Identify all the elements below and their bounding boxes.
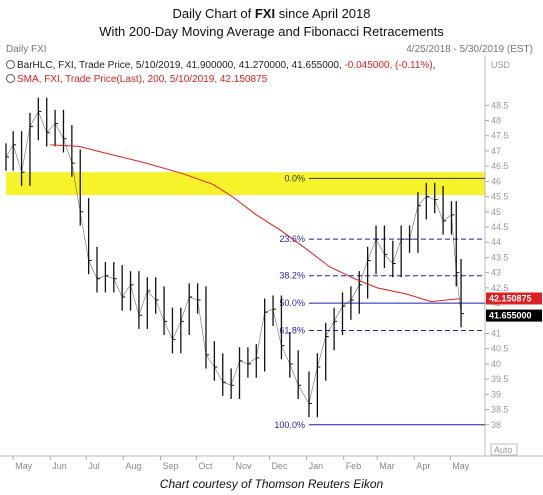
y-tick-label: 48.5 <box>491 100 509 110</box>
chart-subtitle: With 200-Day Moving Average and Fibonacc… <box>99 24 444 39</box>
y-tick-label: 38 <box>491 420 501 430</box>
sma-value-tag <box>486 292 542 305</box>
y-tick-label: 41 <box>491 329 501 339</box>
fib-label: 100.0% <box>274 420 305 430</box>
legend-toggle-icon[interactable] <box>6 74 15 83</box>
y-tick-label: 44 <box>491 237 501 247</box>
y-tick-label: 43.5 <box>491 252 509 262</box>
legend-sma-series[interactable]: SMA, FXI, Trade Price(Last), 200, 5/10/2… <box>6 74 267 85</box>
fib-label: 0.0% <box>284 173 305 183</box>
legend-bar-series[interactable]: BarHLC, FXI, Trade Price, 5/10/2019, 41.… <box>6 60 435 71</box>
x-month-label: Mar <box>379 461 395 471</box>
fib-label: 50.0% <box>279 298 305 308</box>
y-tick-label: 48 <box>491 116 501 126</box>
x-month-label: Jun <box>52 461 67 471</box>
x-month-label: May <box>15 461 33 471</box>
x-quarter-label: Q2 2019 <box>449 473 484 474</box>
y-tick-label: 44.5 <box>491 222 509 232</box>
x-quarter-label: Q4 2018 <box>232 473 267 474</box>
last-price-label: 41.655000 <box>489 311 532 321</box>
y-tick-label: 40 <box>491 359 501 369</box>
auto-scale-label: Auto <box>494 445 513 455</box>
legend-bar-change: -0.045000, (-0.11%) <box>344 60 433 71</box>
y-tick-label: 40.5 <box>491 344 509 354</box>
y-tick-label: 39 <box>491 389 501 399</box>
x-month-label: Sep <box>162 461 178 471</box>
chart-caption: Chart courtesy of Thomson Reuters Eikon <box>159 477 384 491</box>
x-month-label: Apr <box>416 461 430 471</box>
y-tick-label: 46 <box>491 176 501 186</box>
x-month-label: Feb <box>346 461 362 471</box>
auto-scale-button <box>490 443 518 456</box>
legend-bar-label: BarHLC, FXI, Trade Price, 5/10/2019, 41.… <box>17 60 345 71</box>
x-month-label: Dec <box>271 461 288 471</box>
y-tick-label: 45.5 <box>491 192 509 202</box>
y-tick-label: 46.5 <box>491 161 509 171</box>
date-range: 4/25/2018 - 5/30/2019 (EST) <box>406 44 533 55</box>
y-tick-label: 42.5 <box>491 283 509 293</box>
chart-title: Daily Chart of FXI since April 2018 <box>0 6 543 21</box>
x-month-label: May <box>452 461 470 471</box>
chart-title-suffix: since April 2018 <box>275 6 371 21</box>
y-tick-label: 45 <box>491 207 501 217</box>
legend-toggle-icon[interactable] <box>6 60 15 69</box>
y-tick-label: 38.5 <box>491 405 509 415</box>
highlight-band <box>6 172 485 196</box>
sma-value-label: 42.150875 <box>489 293 532 303</box>
fib-label: 61.8% <box>279 325 305 335</box>
y-tick-label: 43 <box>491 268 501 278</box>
y-tick-label: 47 <box>491 146 501 156</box>
chart-title-ticker: FXI <box>254 6 276 21</box>
sma-line <box>50 144 462 303</box>
y-unit-label: USD <box>491 60 511 70</box>
fib-label: 38.2% <box>279 271 305 281</box>
chart-title-prefix: Daily Chart of <box>172 6 255 21</box>
x-month-label: Jul <box>88 461 100 471</box>
panel-header: Daily FXI <box>6 44 47 55</box>
x-quarter-label: Q3 2018 <box>122 473 157 474</box>
price-path <box>5 110 462 405</box>
x-quarter-label: Q2 2018 <box>11 473 46 474</box>
y-tick-label: 47.5 <box>491 131 509 141</box>
legend-bar-tail: , <box>432 60 436 71</box>
last-price-tag <box>486 309 542 322</box>
x-month-label: Nov <box>236 461 253 471</box>
x-month-label: Jan <box>309 461 324 471</box>
legend-sma-label: SMA, FXI, Trade Price(Last), 200, 5/10/2… <box>17 74 268 85</box>
x-month-label: Oct <box>198 461 213 471</box>
x-month-label: Aug <box>125 461 141 471</box>
y-tick-label: 39.5 <box>491 374 509 384</box>
x-quarter-label: Q1 2019 <box>342 473 377 474</box>
price-chart[interactable]: 3838.53939.54040.54141.54242.54343.54444… <box>0 56 543 474</box>
